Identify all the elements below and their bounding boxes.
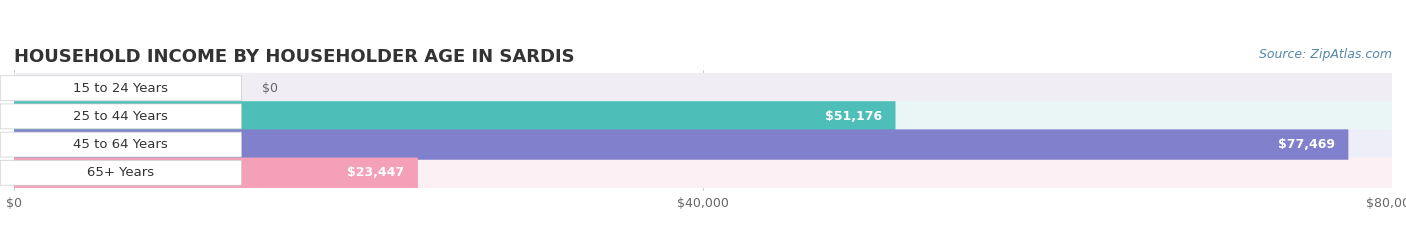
Text: $51,176: $51,176 xyxy=(824,110,882,123)
FancyBboxPatch shape xyxy=(14,101,896,132)
FancyBboxPatch shape xyxy=(14,129,1348,160)
Text: 15 to 24 Years: 15 to 24 Years xyxy=(73,82,169,95)
Text: 25 to 44 Years: 25 to 44 Years xyxy=(73,110,169,123)
Text: Source: ZipAtlas.com: Source: ZipAtlas.com xyxy=(1258,48,1392,61)
Text: $77,469: $77,469 xyxy=(1278,138,1334,151)
Text: 45 to 64 Years: 45 to 64 Years xyxy=(73,138,169,151)
FancyBboxPatch shape xyxy=(0,132,242,157)
FancyBboxPatch shape xyxy=(14,158,418,188)
Text: $0: $0 xyxy=(262,82,278,95)
FancyBboxPatch shape xyxy=(14,101,1392,132)
Text: HOUSEHOLD INCOME BY HOUSEHOLDER AGE IN SARDIS: HOUSEHOLD INCOME BY HOUSEHOLDER AGE IN S… xyxy=(14,48,575,66)
Text: $23,447: $23,447 xyxy=(347,166,404,179)
FancyBboxPatch shape xyxy=(0,76,242,101)
FancyBboxPatch shape xyxy=(0,160,242,185)
FancyBboxPatch shape xyxy=(14,129,1392,160)
Text: 65+ Years: 65+ Years xyxy=(87,166,155,179)
FancyBboxPatch shape xyxy=(14,158,1392,188)
FancyBboxPatch shape xyxy=(14,73,1392,103)
FancyBboxPatch shape xyxy=(0,104,242,129)
